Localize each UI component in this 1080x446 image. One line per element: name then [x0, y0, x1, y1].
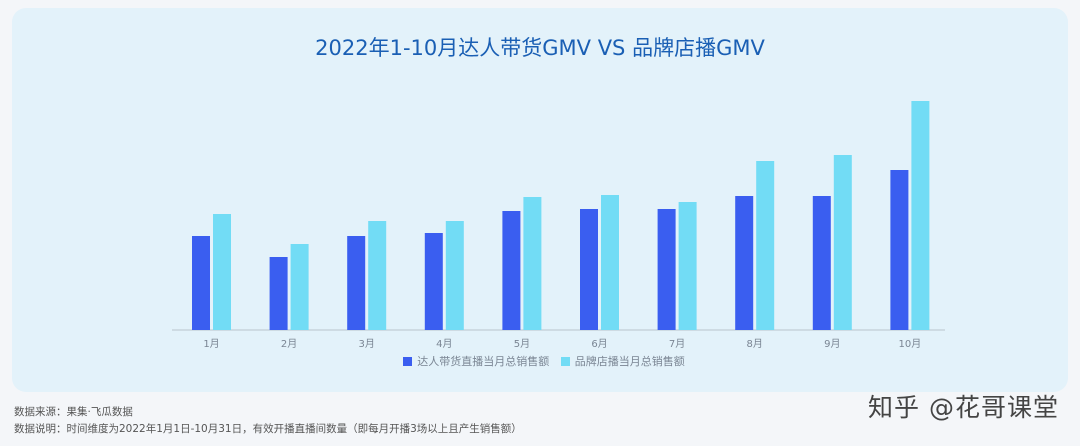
watermark: 知乎 @花哥课堂: [868, 393, 1059, 422]
bar-series-1-6月: [580, 209, 598, 330]
bar-series-2-5月: [523, 197, 542, 330]
bar-series-2-2月: [290, 244, 309, 330]
x-tick-label: 10月: [899, 338, 922, 350]
bar-series-2-6月: [601, 195, 619, 330]
x-tick-label: 6月: [591, 338, 607, 350]
x-tick-label: 7月: [669, 338, 685, 350]
legend-swatch-series-1: [403, 357, 413, 366]
bar-series-1-8月: [735, 196, 754, 330]
legend-label-series-1: 达人带货直播当月总销售额: [417, 355, 550, 368]
x-tick-label: 3月: [359, 338, 375, 350]
legend: 达人带货直播当月总销售额 品牌店播当月总销售额: [0, 353, 1080, 369]
bar-series-1-1月: [192, 236, 210, 330]
bar-series-1-3月: [347, 236, 366, 330]
x-tick-label: 5月: [514, 338, 530, 350]
bar-series-2-10月: [911, 101, 930, 330]
x-tick-label: 1月: [203, 338, 219, 350]
bar-series-2-8月: [756, 161, 775, 330]
bar-series-2-7月: [678, 202, 697, 330]
legend-label-series-2: 品牌店播当月总销售额: [574, 355, 685, 368]
bar-series-2-9月: [833, 155, 852, 330]
bar-series-1-7月: [657, 209, 676, 330]
bar-series-2-1月: [213, 214, 231, 330]
x-tick-label: 4月: [436, 338, 452, 350]
bar-series-2-3月: [368, 221, 387, 330]
x-tick-label: 2月: [281, 338, 297, 350]
bar-series-1-2月: [269, 257, 288, 330]
bar-series-2-4月: [445, 221, 464, 330]
bar-series-1-10月: [890, 170, 909, 330]
data-source: 数据来源：果集·飞瓜数据: [14, 406, 133, 418]
chart-title: 2022年1-10月达人带货GMV VS 品牌店播GMV: [315, 36, 765, 60]
x-tick-label: 8月: [747, 338, 763, 350]
x-tick-label: 9月: [824, 338, 840, 350]
legend-swatch-series-2: [560, 357, 570, 366]
data-note: 数据说明：时间维度为2022年1月1日-10月31日，有效开播直播间数量（即每月…: [14, 423, 522, 435]
bar-series-1-5月: [502, 211, 521, 330]
bar-series-1-4月: [424, 233, 443, 330]
bar-series-1-9月: [812, 196, 831, 330]
